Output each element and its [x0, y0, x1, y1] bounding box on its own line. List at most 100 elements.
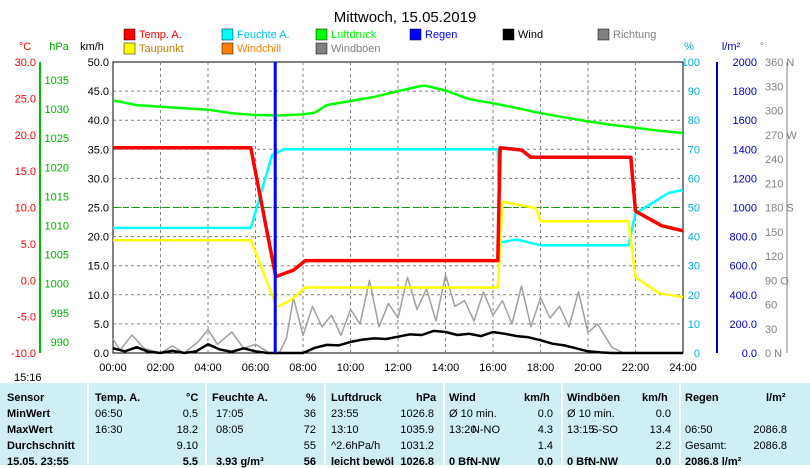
temp-tick-label: 15.0 — [15, 166, 36, 178]
temp-tick-label: 0.0 — [21, 275, 36, 287]
temp-tick-label: 20.0 — [15, 130, 36, 142]
table-cell-p-val: 1026.8 — [400, 456, 434, 468]
table-cell-h-val: 36 — [303, 408, 316, 420]
legend-swatch — [221, 42, 234, 55]
x-tick-label: 08:00 — [289, 362, 317, 374]
wind-tick-label: 50.0 — [88, 57, 109, 69]
wind-tick-label: 10.0 — [88, 290, 109, 302]
table-cell-p-val: 1031.2 — [400, 440, 434, 452]
x-tick-label: 22:00 — [622, 362, 650, 374]
table-cell-h-val: 72 — [303, 424, 316, 436]
humidity-tick-label: 90 — [688, 86, 700, 98]
wind-tick-label: 30.0 — [88, 173, 109, 185]
legend-swatch — [597, 28, 610, 41]
table-cell-w-time: Ø 10 min. — [449, 408, 497, 420]
temp-tick-label: 25.0 — [15, 93, 36, 105]
x-tick-label: 14:00 — [432, 362, 460, 374]
direction-tick-label: 330 — [765, 81, 783, 93]
pressure-tick-label: 1005 — [45, 250, 69, 262]
legend-swatch — [502, 28, 515, 41]
direction-tick-label: 180 S — [765, 203, 794, 215]
table-cell-r-time: Gesamt: — [685, 440, 727, 452]
table-cell-w-dir: N-NO — [471, 424, 500, 436]
rain-tick-label: 2000 — [733, 57, 757, 69]
table-cell-h-time: 17:05 — [216, 408, 244, 420]
wind-tick-label: 20.0 — [88, 232, 109, 244]
legend-swatch — [315, 28, 328, 41]
header-humidity: Feuchte A. — [212, 392, 268, 404]
x-tick-label: 18:00 — [527, 362, 555, 374]
header-temp: Temp. A. — [95, 392, 141, 404]
legend-swatch — [315, 42, 328, 55]
rain-tick-label: 1600 — [733, 115, 757, 127]
humidity-tick-label: 40 — [688, 232, 700, 244]
table-cell-r-val: 2086.8 — [753, 424, 787, 436]
temp-tick-label: 30.0 — [15, 57, 36, 69]
legend-swatch — [221, 28, 234, 41]
chart-title: Mittwoch, 15.05.2019 — [334, 9, 477, 26]
series-line-luftdruck — [112, 84, 684, 135]
table-cell-g-dir: N-NW — [588, 456, 618, 468]
table-cell-w-time: 13:20 — [449, 424, 477, 436]
wind-tick-label: 35.0 — [88, 144, 109, 156]
temp-tick-label: -10.0 — [11, 348, 36, 360]
stats-table: Sensor Temp. A. °C Feuchte A. % Luftdruc… — [0, 383, 810, 468]
pressure-unit: hPa — [49, 41, 69, 53]
header-pressure: Luftdruck — [331, 392, 382, 404]
temp-tick-label: 5.0 — [21, 239, 36, 251]
table-cell-p-val: 1035.9 — [400, 424, 434, 436]
wind-unit: km/h — [80, 41, 104, 53]
table-cell-g-val: 13.4 — [649, 424, 671, 436]
table-cell-p-time: 13:10 — [331, 424, 359, 436]
direction-tick-label: 240 — [765, 154, 783, 166]
x-tick-label: 06:00 — [242, 362, 270, 374]
legend-swatch — [123, 42, 136, 55]
humidity-tick-label: 80 — [688, 115, 700, 127]
x-tick-label: 10:00 — [337, 362, 365, 374]
humidity-tick-label: 30 — [688, 261, 700, 273]
direction-tick-label: 300 — [765, 106, 783, 118]
pressure-tick-label: 1030 — [45, 104, 69, 116]
humidity-tick-label: 100 — [682, 57, 700, 69]
pressure-tick-label: 1000 — [45, 279, 69, 291]
legend-label: Feuchte A. — [237, 29, 290, 41]
legend-swatch — [409, 28, 422, 41]
humidity-tick-label: 50 — [688, 203, 700, 215]
x-tick-label: 24:00 — [669, 362, 697, 374]
direction-tick-label: 150 — [765, 227, 783, 239]
table-cell-g-val: 0.0 — [655, 408, 671, 420]
pressure-tick-label: 1020 — [45, 162, 69, 174]
header-wind: Wind — [449, 392, 476, 404]
legend-label: Wind — [518, 29, 543, 41]
legend-label: Taupunkt — [139, 43, 184, 55]
temp-tick-label: 10.0 — [15, 203, 36, 215]
table-cell-r-time: 06:50 — [685, 424, 713, 436]
header-sensor: Sensor — [7, 392, 45, 404]
header-wind-unit: km/h — [524, 392, 550, 404]
series-line-windb-en — [112, 274, 683, 354]
pressure-tick-label: 1035 — [45, 75, 69, 87]
table-cell-p-val: 1026.8 — [400, 408, 434, 420]
legend-label: Temp. A. — [139, 29, 182, 41]
table-cell-g-dir: S-SO — [591, 424, 618, 436]
rain-tick-label: 800.0 — [729, 232, 757, 244]
legend-swatch — [123, 28, 136, 41]
header-temp-unit: °C — [186, 392, 199, 404]
table-cell-w-val: 0.0 — [537, 408, 553, 420]
rain-tick-label: 1000 — [733, 203, 757, 215]
table-cell-w-val: 4.3 — [537, 424, 553, 436]
header-rain: Regen — [685, 392, 719, 404]
direction-unit: ° — [760, 41, 764, 53]
table-cell-label: Durchschnitt — [7, 440, 75, 452]
table-cell-w-val: 1.4 — [537, 440, 553, 452]
pressure-tick-label: 1015 — [45, 191, 69, 203]
wind-tick-label: 15.0 — [88, 261, 109, 273]
table-cell-t-val: 18.2 — [176, 424, 198, 436]
header-rain-unit: l/m² — [766, 392, 786, 404]
direction-tick-label: 60 — [765, 300, 777, 312]
wind-tick-label: 25.0 — [88, 203, 109, 215]
rain-tick-label: 1400 — [733, 144, 757, 156]
rain-tick-label: 400.0 — [729, 290, 757, 302]
table-cell-h-val: 56 — [303, 456, 316, 468]
table-cell-g-val: 0.0 — [655, 456, 671, 468]
